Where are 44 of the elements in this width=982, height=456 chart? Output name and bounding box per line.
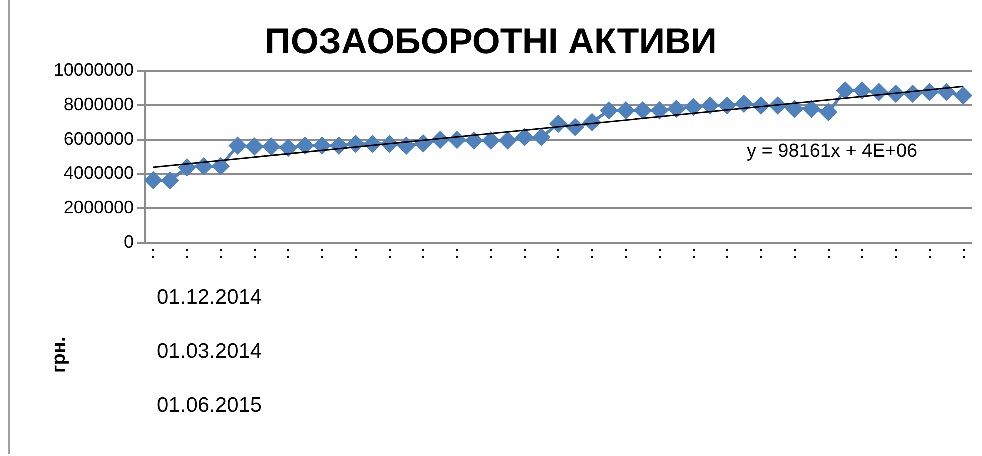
point xyxy=(296,137,314,154)
point xyxy=(618,102,635,120)
point xyxy=(803,100,820,118)
y-tick-label: 8000000 xyxy=(64,94,134,114)
point xyxy=(246,138,264,156)
point xyxy=(162,172,179,190)
point xyxy=(144,172,162,189)
point xyxy=(736,95,753,112)
y-tick-label: 6000000 xyxy=(64,128,134,149)
point xyxy=(212,158,230,175)
text: 01.03.2014 xyxy=(157,340,262,363)
point xyxy=(955,87,972,104)
point xyxy=(938,84,956,101)
point xyxy=(466,132,483,150)
point xyxy=(702,97,719,114)
point xyxy=(634,102,652,120)
point xyxy=(651,102,668,120)
point xyxy=(668,100,686,118)
y-tick-label: 4000000 xyxy=(64,163,134,184)
point xyxy=(685,98,702,116)
point xyxy=(280,140,297,157)
point xyxy=(533,128,550,146)
point xyxy=(820,104,838,121)
point xyxy=(718,97,736,114)
annotation: y = 98161x + 4E+06 xyxy=(747,141,918,162)
point xyxy=(482,132,500,150)
point xyxy=(600,102,618,120)
point xyxy=(516,128,534,146)
point xyxy=(398,137,416,154)
point xyxy=(854,82,871,100)
y-axis-title: грн. xyxy=(49,336,70,374)
point xyxy=(499,132,516,150)
point xyxy=(836,82,854,100)
text: 01.12.2014 xyxy=(157,286,262,309)
point xyxy=(786,100,804,118)
y-tick-label: 0 xyxy=(124,232,134,252)
y-tick-label: 10000000 xyxy=(54,60,134,80)
y-tick-label: 2000000 xyxy=(64,197,134,218)
point xyxy=(196,158,213,175)
point xyxy=(263,138,280,156)
chart-title: ПОЗАОБОРОТНІ АКТИВИ xyxy=(265,20,717,62)
point xyxy=(229,137,246,154)
point xyxy=(314,137,331,154)
text: 01.06.2015 xyxy=(157,394,262,417)
